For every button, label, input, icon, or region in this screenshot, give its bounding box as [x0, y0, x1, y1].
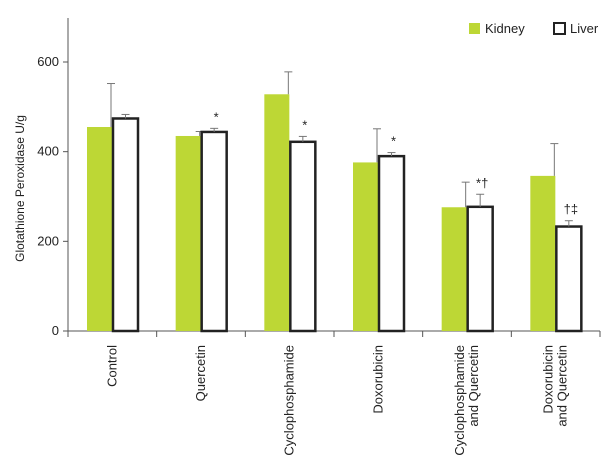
significance-marker: * — [302, 117, 307, 132]
x-category-label-line: Doxorubicin — [541, 345, 556, 414]
x-category-label: Doxorubicin and Quercetin — [541, 345, 570, 427]
bar-kidney — [353, 162, 378, 331]
bars — [87, 71, 583, 333]
bar-liver — [555, 225, 583, 333]
bar-liver — [111, 117, 140, 333]
y-tick-label: 200 — [37, 233, 59, 248]
x-category-label-line: Cyclophosphamide — [282, 345, 297, 456]
significance-marker: †‡ — [564, 202, 578, 217]
labels: Control * Quercetin * Cyclophosphamide * Doxor… — [104, 109, 578, 455]
y-axis-label: Glotathione Peroxidase U/g — [13, 115, 27, 262]
bar-kidney — [441, 207, 467, 331]
bar-liver — [377, 154, 406, 333]
bar-liver — [466, 205, 494, 333]
bar-kidney — [264, 94, 290, 331]
x-category-label-line: and Quercetin — [466, 345, 481, 427]
x-category-label: Cyclophosphamide — [282, 345, 297, 456]
y-tick-label: 400 — [37, 144, 59, 159]
y-tick-label: 0 — [52, 323, 59, 338]
bar-liver — [289, 140, 317, 333]
legend-label-liver: Liver — [570, 21, 599, 36]
legend-swatch-liver — [553, 22, 566, 35]
legend-swatch-kidney — [469, 23, 480, 34]
significance-marker: * — [214, 109, 219, 124]
legend: Kidney Liver — [469, 21, 599, 36]
x-category-label: Control — [104, 345, 119, 387]
bar-kidney — [87, 127, 112, 331]
bar-liver — [200, 130, 228, 333]
significance-marker: *† — [476, 175, 488, 190]
significance-marker: * — [391, 134, 396, 149]
y-tick-label: 600 — [37, 54, 59, 69]
x-category-label-line: Cyclophosphamide — [452, 345, 467, 456]
bar-kidney — [530, 175, 556, 331]
legend-label-kidney: Kidney — [485, 21, 525, 36]
x-category-label-line: and Quercetin — [555, 345, 570, 427]
bar-kidney — [175, 135, 201, 331]
x-category-label: Quercetin — [193, 345, 208, 401]
x-category-label: Cyclophosphamide and Quercetin — [452, 345, 481, 456]
axes: 0 200 400 600 Glotathione Peroxidase U/g — [13, 18, 601, 338]
x-category-label-line: Quercetin — [193, 345, 208, 401]
x-category-label: Doxorubicin — [370, 345, 385, 414]
x-category-label-line: Control — [104, 345, 119, 387]
x-category-label-line: Doxorubicin — [370, 345, 385, 414]
